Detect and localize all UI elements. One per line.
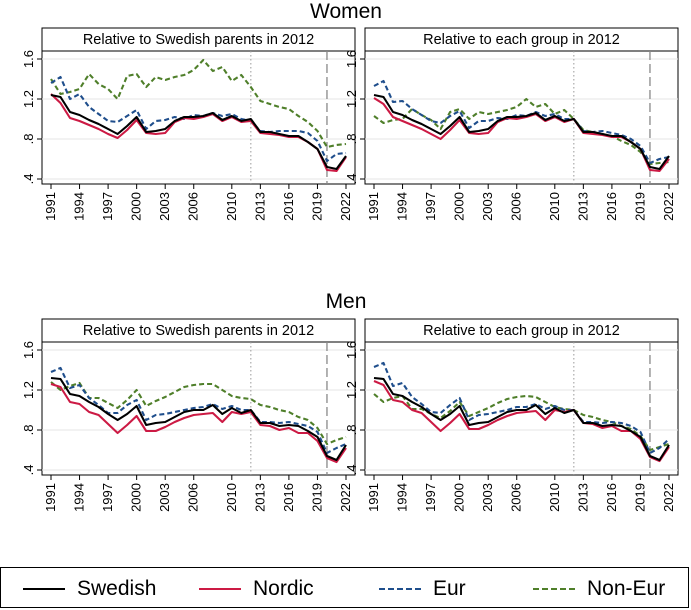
x-tick-label: 2019 [632,483,647,512]
y-tick-label: 1.6 [344,50,359,68]
x-tick-label: 2000 [129,483,144,512]
legend-swatch [533,587,575,590]
x-tick-label: 2016 [281,192,296,221]
x-tick-label: 2013 [252,483,267,512]
y-tick-label: .8 [344,425,359,436]
y-tick-label: 1.6 [21,50,36,68]
chart-panels: Relative to Swedish parents in 2012 .4 .8 1… [21,27,679,512]
legend-label: Nordic [253,576,314,600]
legend-item-eur: Eur [379,568,466,609]
x-tick-label: 2019 [632,192,647,221]
x-tick-label: 2013 [575,192,590,221]
x-tick-label: 2016 [281,483,296,512]
legend-label: Non-Eur [587,576,666,600]
legend-label: Swedish [77,576,157,600]
x-tick-label: 2022 [338,192,353,221]
x-tick-label: 2013 [575,483,590,512]
x-tick-label: 2022 [661,192,676,221]
x-tick-label: 2006 [509,192,524,221]
x-tick-label: 2022 [661,483,676,512]
chart-panel-women-swedish-parents: Relative to Swedish parents in 2012 .4 .8 1… [21,27,356,221]
x-tick-label: 1997 [423,192,438,221]
legend-item-nordic: Nordic [199,568,314,609]
legend-swatch [199,587,241,590]
y-tick-label: 1.2 [344,90,359,108]
x-tick-label: 2013 [252,192,267,221]
x-tick-label: 1994 [72,483,87,512]
x-tick-label: 2010 [224,192,239,221]
x-tick-label: 1991 [366,192,381,221]
series-line-swedish [373,376,670,462]
legend-swatch [379,587,421,590]
x-tick-label: 2006 [509,483,524,512]
x-tick-label: 1994 [395,192,410,221]
x-tick-label: 1997 [100,192,115,221]
legend-item-non-eur: Non-Eur [533,568,665,609]
x-tick-label: 2003 [480,192,495,221]
x-tick-label: 2003 [480,483,495,512]
y-tick-label: .8 [21,134,36,145]
x-tick-label: 1991 [366,483,381,512]
y-tick-label: 1.2 [21,381,36,399]
panel-title: Relative to Swedish parents in 2012 [83,323,314,339]
x-tick-label: 2019 [309,192,324,221]
x-tick-label: 2000 [452,192,467,221]
plot-frame [364,27,679,185]
y-tick-label: .8 [21,425,36,436]
y-tick-label: .4 [344,465,359,476]
x-tick-label: 2010 [547,192,562,221]
x-tick-label: 2003 [157,192,172,221]
panel-title: Relative to each group in 2012 [423,32,620,48]
x-tick-label: 1991 [43,192,58,221]
x-tick-label: 2006 [186,483,201,512]
y-tick-label: 1.6 [21,341,36,359]
legend-label: Eur [433,576,466,600]
x-tick-label: 1997 [100,483,115,512]
section-title-women: Women [310,0,382,23]
x-tick-label: 2000 [129,192,144,221]
panel-title: Relative to Swedish parents in 2012 [83,32,314,48]
x-tick-label: 2022 [338,483,353,512]
y-tick-label: 1.2 [21,90,36,108]
series-line-eur [373,361,670,455]
x-tick-label: 2003 [157,483,172,512]
y-tick-label: .4 [21,174,36,185]
x-tick-label: 2019 [309,483,324,512]
series-line-swedish [50,376,347,462]
legend-item-swedish: Swedish [23,568,156,609]
plot-frame [41,27,356,185]
x-tick-label: 2016 [604,192,619,221]
plot-frame [41,318,356,476]
y-tick-label: .8 [344,134,359,145]
series-line-swedish [50,93,347,171]
section-title-men: Men [326,290,367,313]
x-tick-label: 2000 [452,483,467,512]
series-line-eur [50,366,347,455]
y-tick-label: 1.6 [344,341,359,359]
x-tick-label: 1994 [72,192,87,221]
figure-canvas: Women Men Relative to Swedish parents in… [21,0,679,512]
series-line-swedish [373,93,670,171]
x-tick-label: 2006 [186,192,201,221]
y-tick-label: .4 [21,465,36,476]
chart-panel-women-each-group: Relative to each group in 2012 .4 .8 1.2 1.6… [344,27,679,221]
x-tick-label: 1994 [395,483,410,512]
series-line-nordic [50,382,347,464]
x-tick-label: 2010 [224,483,239,512]
chart-panel-men-each-group: Relative to each group in 2012 .4 .8 1.2 1.6… [344,318,679,512]
x-tick-label: 2016 [604,483,619,512]
series-line-non-eur [50,381,347,446]
x-tick-label: 2010 [547,483,562,512]
x-tick-label: 1991 [43,483,58,512]
series-line-non-eur [50,58,347,149]
series-line-nordic [373,380,670,463]
legend: Swedish Nordic Eur Non-Eur [0,567,689,608]
x-tick-label: 1997 [423,483,438,512]
y-tick-label: .4 [344,174,359,185]
y-tick-label: 1.2 [344,381,359,399]
legend-swatch [23,587,65,590]
chart-panel-men-swedish-parents: Relative to Swedish parents in 2012 .4 .8 1… [21,318,356,512]
panel-title: Relative to each group in 2012 [423,323,620,339]
